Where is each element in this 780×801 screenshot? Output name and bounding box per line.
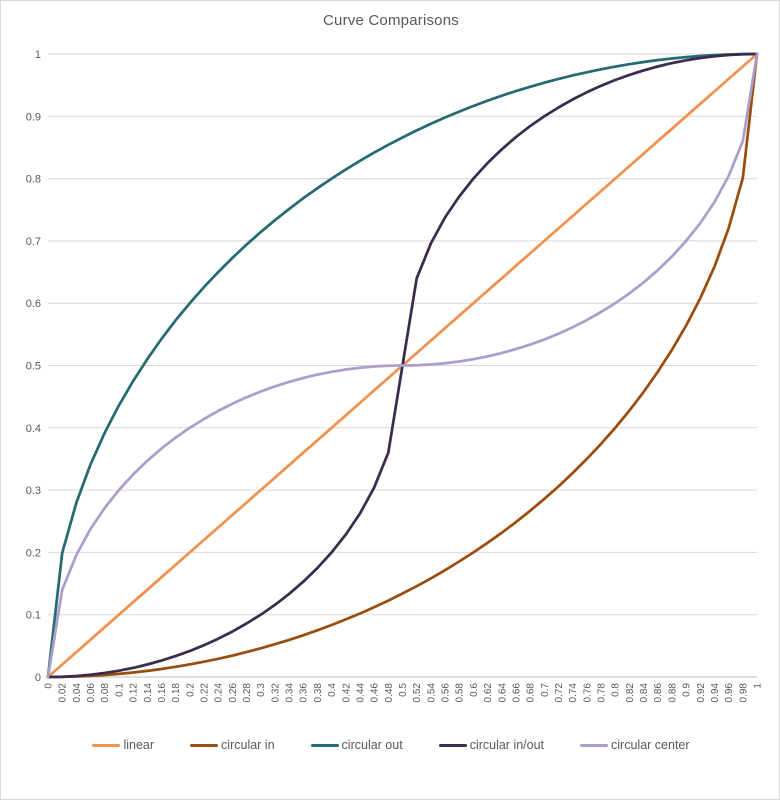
x-tick-label: 0.12 xyxy=(129,683,140,703)
x-tick-label: 0.1 xyxy=(114,683,125,697)
legend-label: circular in/out xyxy=(469,738,545,752)
x-tick-label: 0.32 xyxy=(270,683,281,703)
y-tick-label: 0.2 xyxy=(26,547,41,559)
legend-line-swatch xyxy=(580,743,609,747)
legend-item-circular-out[interactable]: circular out xyxy=(310,738,403,752)
chart-title: Curve Comparisons xyxy=(323,12,459,29)
x-tick-label: 0.5 xyxy=(398,683,409,697)
x-tick-label: 0.58 xyxy=(455,683,466,703)
x-tick-label: 0.94 xyxy=(710,683,721,703)
x-tick-label: 0.98 xyxy=(738,683,749,703)
y-tick-label: 0.7 xyxy=(26,236,41,248)
x-tick-label: 0.46 xyxy=(370,683,381,703)
x-tick-label: 0.26 xyxy=(228,683,239,703)
y-tick-label: 0.4 xyxy=(26,423,41,435)
x-tick-label: 0.84 xyxy=(639,683,650,703)
x-tick-label: 0.6 xyxy=(469,683,480,697)
x-tick-label: 0.92 xyxy=(696,683,707,703)
legend-line-swatch xyxy=(310,743,339,747)
legend-line-swatch xyxy=(92,743,121,747)
x-tick-label: 0.7 xyxy=(540,683,551,697)
x-tick-label: 0.88 xyxy=(667,683,678,703)
x-tick-label: 0.4 xyxy=(327,683,338,697)
x-tick-label: 0.68 xyxy=(526,683,537,703)
x-tick-label: 0.86 xyxy=(653,683,664,703)
legend-item-linear[interactable]: linear xyxy=(92,738,154,752)
x-tick-label: 0.56 xyxy=(441,683,452,703)
x-tick-label: 0.48 xyxy=(384,683,395,703)
x-tick-label: 0.44 xyxy=(355,683,366,703)
x-tick-label: 0.62 xyxy=(483,683,494,703)
y-tick-label: 0.3 xyxy=(26,485,41,497)
legend-label: circular in xyxy=(221,738,275,752)
y-tick-label: 0.8 xyxy=(26,174,41,186)
x-tick-label: 0.82 xyxy=(625,683,636,703)
x-tick-label: 0.8 xyxy=(611,683,622,697)
y-tick-label: 0 xyxy=(35,672,41,684)
series-line-circular-center xyxy=(46,52,759,679)
x-tick-label: 0.24 xyxy=(214,683,225,703)
legend-item-circular-in[interactable]: circular in xyxy=(190,738,275,752)
x-tick-label: 0.74 xyxy=(568,683,579,703)
x-tick-label: 0.3 xyxy=(256,683,267,697)
legend-line-swatch xyxy=(438,743,467,747)
x-tick-label: 0.04 xyxy=(72,683,83,703)
x-tick-label: 0.02 xyxy=(58,683,69,703)
x-tick-label: 0.78 xyxy=(597,683,608,703)
x-tick-label: 0.2 xyxy=(185,683,196,697)
x-tick-label: 0 xyxy=(44,683,55,689)
series-line-circular-in xyxy=(46,52,759,679)
x-tick-label: 0.9 xyxy=(682,683,693,697)
legend-item-circular-in-out[interactable]: circular in/out xyxy=(438,738,545,752)
y-tick-label: 0.5 xyxy=(26,361,41,373)
y-tick-label: 0.1 xyxy=(26,610,41,622)
x-tick-label: 0.22 xyxy=(199,683,210,703)
x-tick-label: 0.96 xyxy=(724,683,735,703)
legend-item-circular-center[interactable]: circular center xyxy=(580,738,690,752)
y-tick-label: 0.6 xyxy=(26,298,41,310)
legend-label: linear xyxy=(123,738,155,752)
x-tick-label: 0.42 xyxy=(341,683,352,703)
x-tick-label: 0.54 xyxy=(426,683,437,703)
x-tick-label: 0.34 xyxy=(285,683,296,703)
legend-line-swatch xyxy=(190,743,219,747)
y-tick-label: 0.9 xyxy=(26,111,41,123)
x-tick-label: 0.28 xyxy=(242,683,253,703)
x-tick-label: 1 xyxy=(753,683,764,689)
legend-label: circular out xyxy=(341,738,403,752)
x-tick-label: 0.72 xyxy=(554,683,565,703)
x-tick-label: 0.06 xyxy=(86,683,97,703)
x-tick-label: 0.52 xyxy=(412,683,423,703)
x-tick-label: 0.64 xyxy=(497,683,508,703)
series-line-circular-out xyxy=(46,52,759,679)
legend: linear circular in circular out circular in… xyxy=(1,738,780,752)
x-tick-label: 0.14 xyxy=(143,683,154,703)
x-tick-label: 0.18 xyxy=(171,683,182,703)
x-tick-label: 0.36 xyxy=(299,683,310,703)
x-tick-label: 0.08 xyxy=(100,683,111,703)
x-tick-label: 0.76 xyxy=(582,683,593,703)
x-tick-label: 0.38 xyxy=(313,683,324,703)
y-tick-label: 1 xyxy=(35,49,41,61)
x-tick-label: 0.16 xyxy=(157,683,168,703)
x-tick-label: 0.66 xyxy=(511,683,522,703)
legend-label: circular center xyxy=(611,738,690,752)
